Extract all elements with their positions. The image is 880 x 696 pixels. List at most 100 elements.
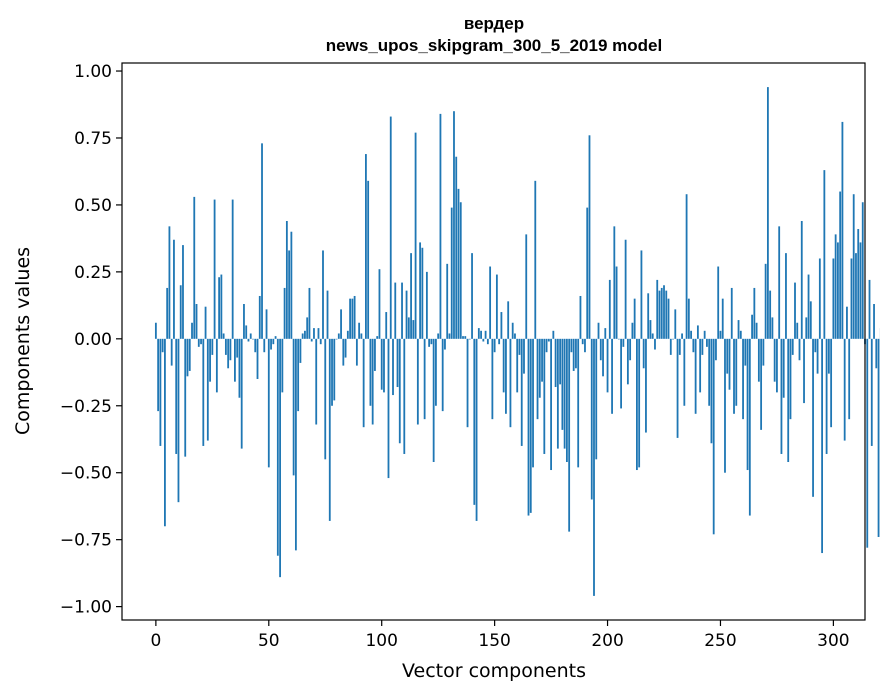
bar-224 (660, 287, 663, 339)
bar-164 (525, 234, 528, 339)
bar-180 (561, 338, 564, 430)
bar-178 (556, 338, 559, 449)
bar-140 (471, 253, 473, 339)
bar-150 (493, 338, 496, 353)
bar-95 (369, 338, 372, 406)
bar-131 (450, 207, 453, 339)
bar-18 (195, 304, 198, 339)
bar-64 (299, 338, 302, 363)
bar-41 (247, 338, 250, 342)
bar-270 (764, 263, 767, 339)
bar-66 (304, 330, 306, 339)
bar-90 (358, 322, 361, 339)
bar-260 (742, 338, 744, 420)
bar-97 (374, 338, 376, 371)
bar-119 (423, 338, 426, 420)
bar-14 (186, 338, 189, 377)
bar-161 (518, 338, 521, 355)
bar-156 (507, 301, 510, 339)
bar-184 (570, 338, 573, 353)
bar-228 (669, 338, 672, 355)
bar-122 (430, 338, 433, 345)
bar-205 (617, 338, 620, 340)
bar-311 (857, 229, 860, 339)
bar-192 (588, 135, 591, 339)
y-tick-label: 0.00 (74, 330, 112, 350)
bar-37 (238, 338, 241, 398)
bar-273 (771, 317, 774, 339)
x-tick-label: 300 (817, 631, 849, 651)
bar-93 (365, 154, 367, 339)
y-tick-label: −0.25 (60, 397, 112, 417)
bar-46 (258, 295, 261, 339)
bar-0 (154, 322, 157, 339)
bar-216 (642, 338, 645, 369)
x-tick-label: 200 (591, 631, 623, 651)
bar-274 (773, 338, 776, 382)
bar-series (154, 87, 880, 596)
bar-136 (462, 336, 464, 339)
bar-137 (464, 336, 467, 339)
bar-315 (866, 338, 869, 548)
bar-308 (850, 258, 853, 339)
chart-title-line2: news_upos_skipgram_300_5_2019 model (326, 36, 662, 55)
bar-48 (263, 338, 266, 353)
bar-15 (188, 338, 191, 371)
bar-144 (480, 330, 482, 339)
bar-291 (812, 338, 814, 497)
bar-182 (565, 338, 568, 462)
bar-24 (209, 338, 211, 382)
bar-132 (453, 111, 455, 339)
bar-217 (645, 338, 647, 433)
bar-306 (846, 306, 848, 339)
y-tick-label: 0.25 (74, 263, 112, 283)
bar-285 (798, 338, 801, 361)
bar-13 (184, 338, 187, 457)
bar-34 (231, 199, 234, 339)
bar-317 (870, 338, 873, 446)
bar-256 (733, 338, 735, 414)
bar-129 (446, 263, 449, 339)
bar-91 (360, 333, 363, 339)
bar-245 (708, 338, 711, 406)
bar-204 (615, 266, 618, 339)
bar-303 (839, 191, 842, 339)
bar-244 (706, 338, 708, 347)
bar-59 (288, 250, 291, 339)
bar-293 (816, 338, 819, 374)
bar-295 (821, 338, 823, 554)
bar-147 (486, 338, 489, 345)
bar-133 (455, 156, 458, 339)
bar-106 (394, 282, 397, 339)
bar-113 (410, 253, 412, 339)
bar-71 (315, 338, 318, 425)
bar-29 (220, 274, 223, 339)
x-tick-label: 250 (704, 631, 736, 651)
bar-111 (405, 290, 408, 339)
bar-214 (638, 338, 641, 468)
bar-283 (794, 282, 796, 339)
bar-307 (848, 338, 851, 420)
bar-189 (581, 338, 584, 345)
y-tick-label: −1.00 (60, 598, 112, 618)
bar-155 (505, 338, 507, 414)
bar-185 (572, 338, 575, 371)
bar-296 (823, 170, 826, 339)
bar-124 (435, 338, 437, 406)
bar-26 (213, 199, 216, 339)
bar-120 (425, 271, 428, 339)
bar-215 (640, 250, 643, 339)
bar-19 (197, 338, 200, 347)
bar-177 (554, 338, 557, 388)
bar-127 (441, 338, 444, 412)
bar-212 (633, 298, 636, 339)
bar-292 (814, 338, 817, 353)
bar-23 (206, 338, 209, 441)
bar-87 (351, 298, 354, 339)
bar-232 (678, 338, 681, 355)
x-tick-label: 50 (258, 631, 280, 651)
bar-186 (575, 338, 577, 369)
bar-248 (715, 338, 717, 361)
bar-264 (751, 314, 753, 339)
bar-163 (523, 338, 525, 374)
